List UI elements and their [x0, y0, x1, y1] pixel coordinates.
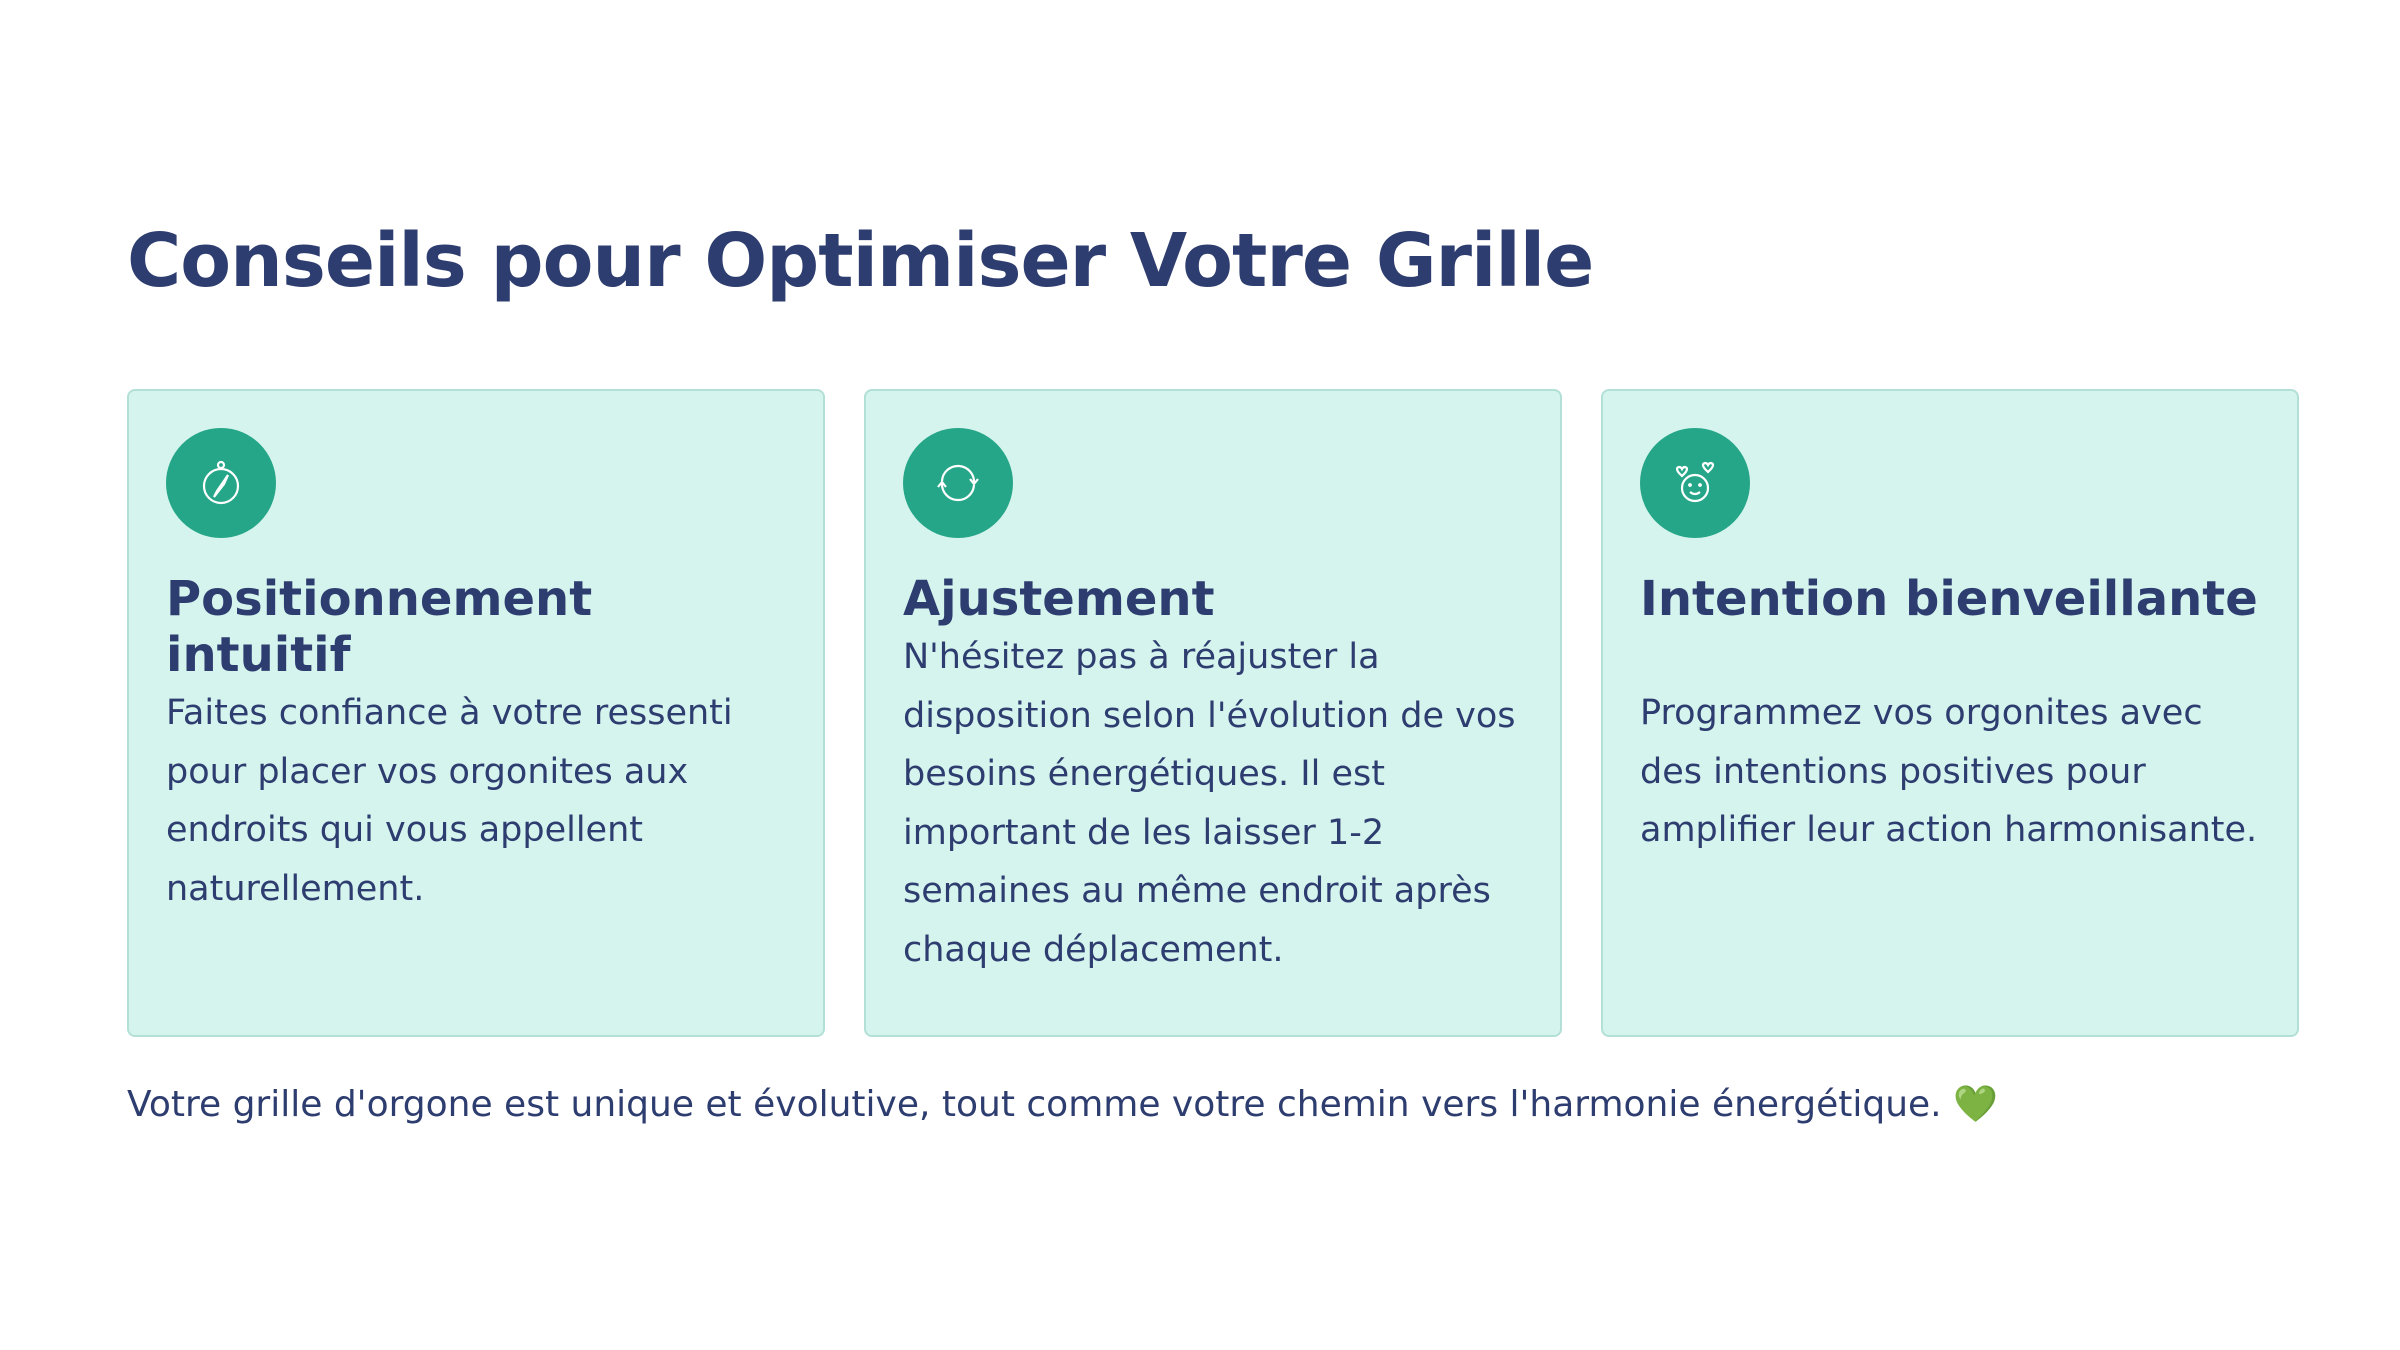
card-text: Faites confiance à votre ressenti pour p… [166, 693, 733, 909]
card-title: Positionnement intuitif [166, 571, 593, 683]
card-text: N'hésitez pas à réajuster la disposition… [903, 637, 1516, 970]
green-heart-icon: 💚 [1953, 1084, 1998, 1125]
page-title: Conseils pour Optimiser Votre Grille [127, 218, 1594, 304]
card-ajustement: Ajustement N'hésitez pas à réajuster la … [864, 389, 1562, 1037]
smiley-hearts-icon [1640, 428, 1750, 538]
card-text: Programmez vos orgonites avec des intent… [1640, 693, 2258, 850]
card-title: Ajustement [903, 571, 1215, 627]
card-positionnement: Positionnement intuitif Faites confiance… [127, 389, 825, 1037]
footer-text: Votre grille d'orgone est unique et évol… [127, 1084, 1942, 1125]
card-title: Intention bienveillante [1640, 571, 2258, 627]
footer-note: Votre grille d'orgone est unique et évol… [127, 1083, 1998, 1125]
refresh-icon [903, 428, 1013, 538]
card-intention: Intention bienveillante Programmez vos o… [1601, 389, 2299, 1037]
compass-icon [166, 428, 276, 538]
